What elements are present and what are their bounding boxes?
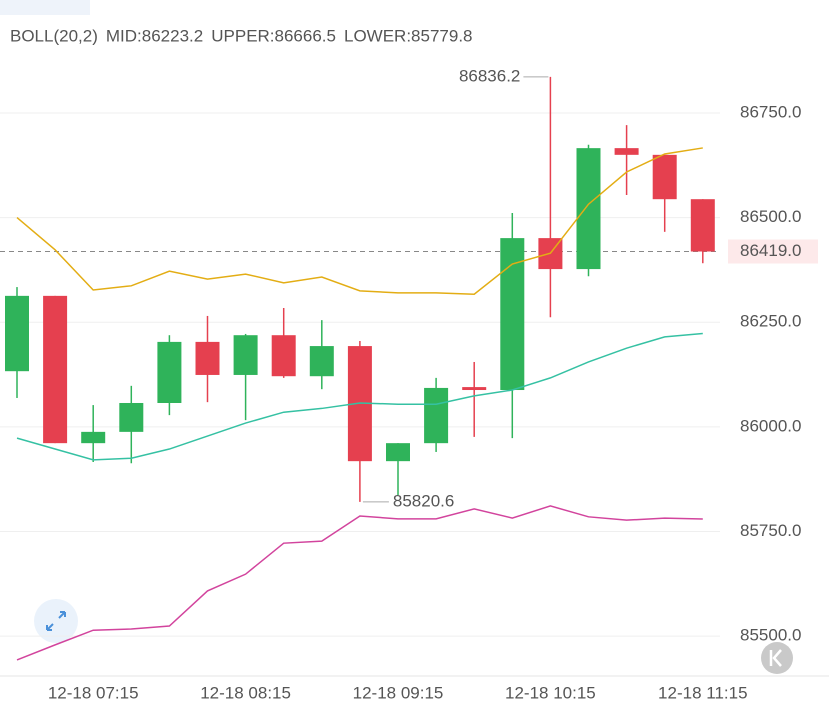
- candle-body: [119, 402, 144, 432]
- y-tick-label: 86500.0: [740, 207, 801, 226]
- x-tick-label: 12-18 09:15: [353, 683, 444, 702]
- indicator-label: BOLL(20,2): [10, 26, 98, 45]
- x-tick-label: 12-18 11:15: [658, 683, 747, 702]
- tab: [0, 0, 90, 15]
- y-tick-label: 85750.0: [740, 521, 801, 540]
- boll-line: [16, 147, 703, 295]
- candle-body: [652, 154, 677, 200]
- candle-body: [157, 341, 182, 403]
- boll-line: [16, 505, 703, 661]
- candle-body: [386, 443, 410, 462]
- y-tick-label: 86000.0: [740, 416, 801, 435]
- candle-body: [309, 346, 334, 377]
- candle-body: [271, 335, 296, 377]
- current-price-badge: [728, 239, 818, 264]
- collapse-button[interactable]: [761, 642, 793, 674]
- y-tick-label: 86250.0: [740, 312, 801, 331]
- x-tick-label: 12-18 08:15: [200, 683, 291, 702]
- x-tick-label: 12-18 07:15: [48, 683, 139, 702]
- candle-body: [5, 295, 29, 372]
- legend-entry: MID:86223.2: [106, 26, 203, 45]
- legend-entry: UPPER:86666.5: [211, 26, 336, 45]
- candle-body: [690, 199, 715, 252]
- y-tick-label: 85500.0: [740, 626, 801, 645]
- expand-button[interactable]: [34, 599, 78, 643]
- x-tick-label: 12-18 10:15: [505, 683, 596, 702]
- candle-body: [43, 295, 68, 444]
- candle-body: [233, 335, 258, 375]
- y-tick-label: 86750.0: [740, 102, 801, 121]
- annotation-label: 85820.6: [393, 491, 454, 510]
- current-price-label: 86419.0: [740, 241, 801, 260]
- annotation-label: 86836.2: [459, 66, 520, 85]
- candle-body: [424, 387, 449, 444]
- legend: BOLL(20,2) MID:86223.2 UPPER:86666.5 LOWER…: [10, 26, 473, 45]
- candle-body: [195, 341, 220, 375]
- candle-body: [81, 431, 106, 444]
- candle-body: [462, 387, 487, 391]
- candle-body: [614, 148, 639, 155]
- boll-line: [16, 332, 703, 461]
- legend-entry: LOWER:85779.8: [344, 26, 473, 45]
- candle-body: [576, 148, 601, 270]
